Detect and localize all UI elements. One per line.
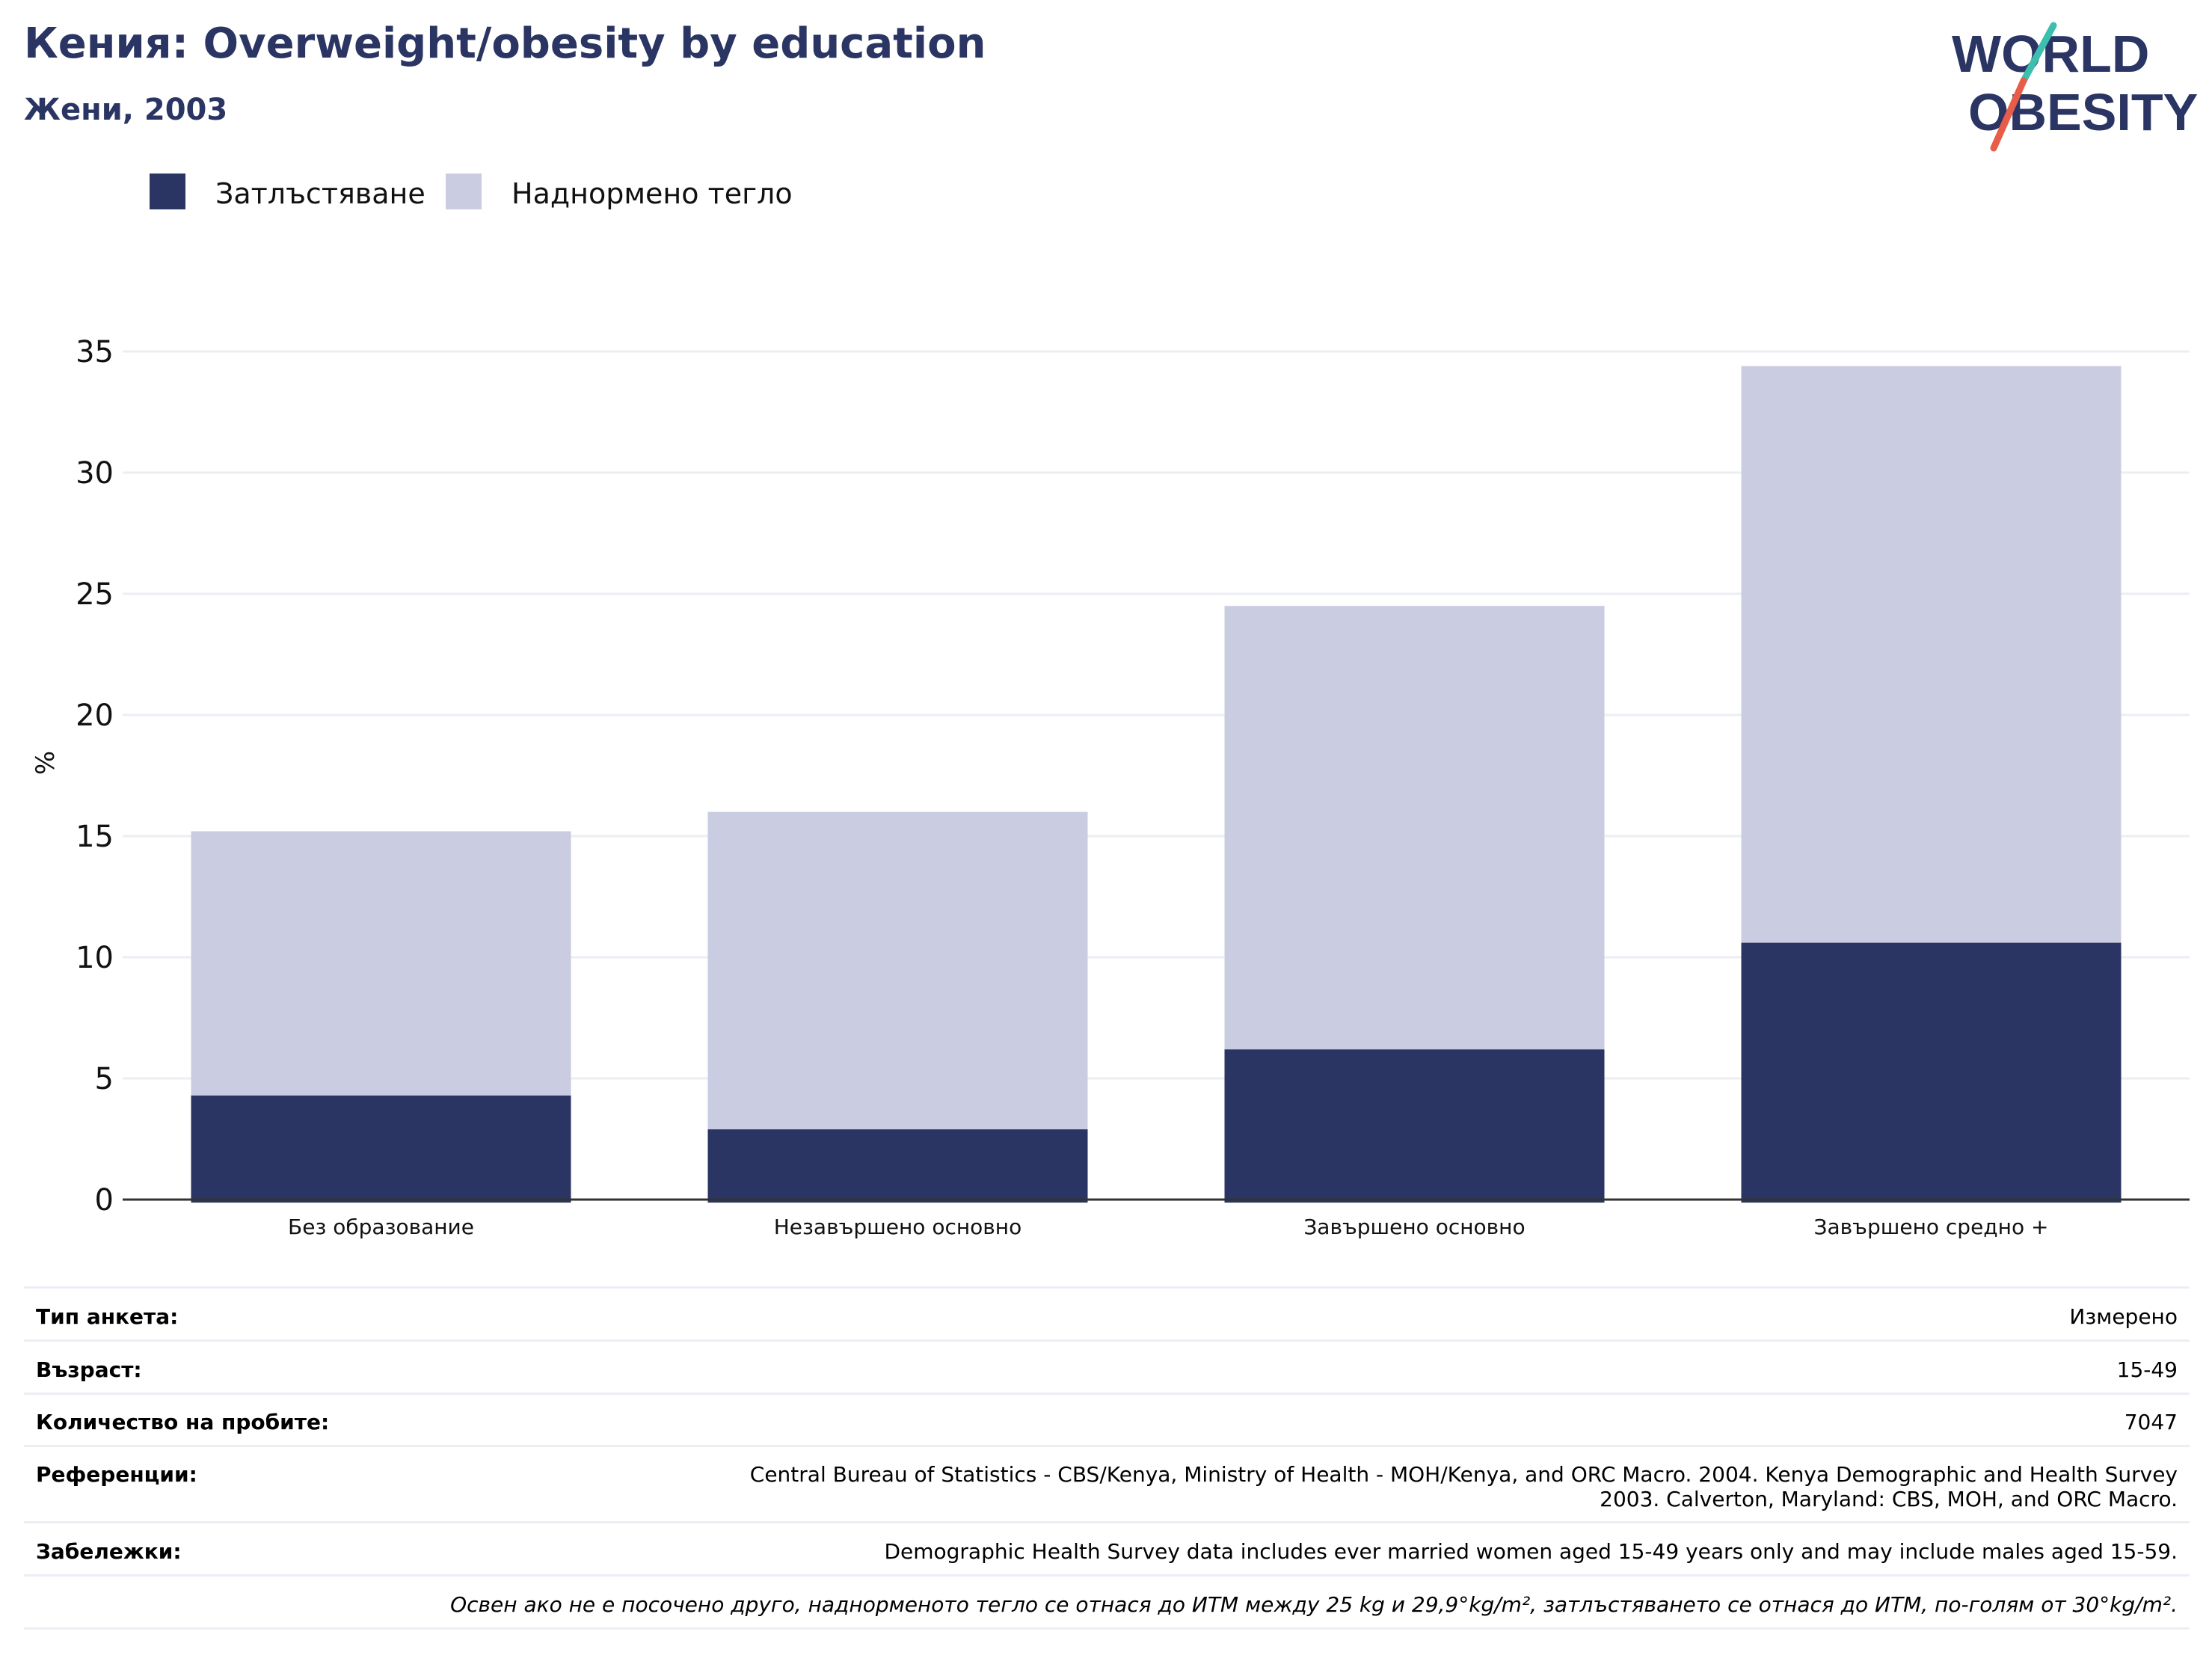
age-label: Възраст: (36, 1357, 142, 1382)
survey-type-label: Тип анкета: (36, 1304, 179, 1329)
survey-type-value: Измерено (2069, 1304, 2178, 1329)
survey-info-table: Тип анкета: Измерено Възраст: 15-49 Коли… (24, 1286, 2190, 1630)
info-row-age: Възраст: 15-49 (24, 1342, 2190, 1395)
x-tick-label: Без образование (288, 1215, 474, 1239)
y-tick-label: 10 (76, 941, 114, 975)
x-tick-label: Завършено средно + (1814, 1215, 2049, 1239)
y-tick-label: 15 (76, 820, 114, 854)
bar-obesity (191, 1095, 571, 1203)
bar-obesity (707, 1129, 1088, 1203)
info-row-survey-type: Тип анкета: Измерено (24, 1289, 2190, 1342)
bar-overweight (191, 831, 571, 1096)
sample-value: 7047 (2124, 1410, 2178, 1434)
legend-label: Затлъстяване (215, 177, 425, 210)
info-row-footnote: Освен ако не е посочено друго, наднормен… (24, 1577, 2190, 1630)
notes-label: Забележки: (36, 1539, 182, 1564)
logo-slash-red (1990, 77, 2027, 152)
y-tick-label: 20 (76, 699, 114, 733)
references-label: Референции: (36, 1462, 197, 1487)
bar-obesity (1224, 1049, 1605, 1203)
bar-overweight (1224, 606, 1605, 1050)
bar-overweight (1741, 366, 2122, 943)
sample-label: Количество на пробите: (36, 1410, 330, 1434)
info-row-sample: Количество на пробите: 7047 (24, 1395, 2190, 1447)
y-tick-label: 0 (95, 1183, 114, 1218)
y-tick-label: 35 (76, 335, 114, 369)
x-tick-label: Завършено основно (1303, 1215, 1525, 1239)
references-value: Central Bureau of Statistics - CBS/Kenya… (750, 1462, 2178, 1511)
logo-slash-teal (2020, 22, 2057, 85)
legend-swatch (150, 174, 185, 209)
age-value: 15-49 (2116, 1357, 2178, 1382)
chart-subtitle: Жени, 2003 (24, 93, 228, 127)
y-tick-label: 5 (95, 1062, 114, 1096)
legend-label: Наднормено тегло (511, 177, 793, 210)
stacked-bar-chart: 0 5 10 15 20 25 30 35% Без образование Незавършен… (31, 174, 2190, 1239)
references-line-1: Central Bureau of Statistics - CBS/Kenya… (749, 1462, 2178, 1487)
chart-title: Кения: Overweight/obesity by education (24, 19, 986, 68)
y-tick-label: 25 (76, 577, 114, 612)
y-tick-label: 30 (76, 456, 114, 491)
x-tick-label: Незавършено основно (774, 1215, 1021, 1239)
bar-overweight (707, 811, 1088, 1130)
info-row-notes: Забележки: Demographic Health Survey dat… (24, 1523, 2190, 1577)
references-line-2: 2003. Calverton, Maryland: CBS, MOH, and… (1600, 1487, 2178, 1511)
bar-obesity (1741, 942, 2122, 1203)
world-obesity-logo: WORLD OBESITY (1952, 22, 2197, 152)
y-axis-label: % (31, 751, 61, 775)
info-row-references: Референции: Central Bureau of Statistics… (24, 1447, 2190, 1523)
footnote-text: Освен ако не е посочено друго, наднормен… (450, 1592, 2178, 1617)
notes-value: Demographic Health Survey data includes … (884, 1539, 2178, 1564)
legend-swatch (446, 174, 482, 209)
